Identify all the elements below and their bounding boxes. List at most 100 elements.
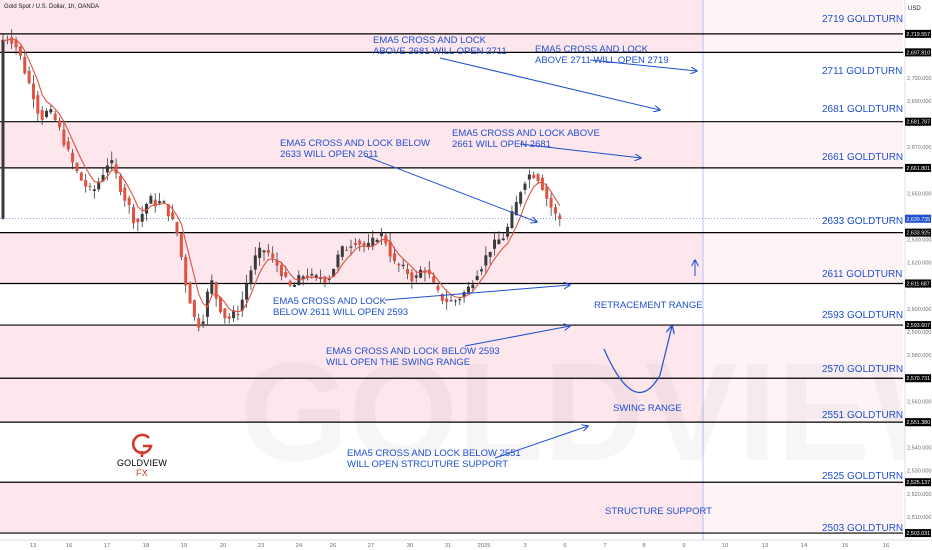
level-label-2661: 2661 GOLDTURN bbox=[822, 152, 904, 163]
candle-body bbox=[171, 212, 175, 220]
candle-body bbox=[458, 299, 462, 301]
annotation-arrow bbox=[464, 326, 570, 347]
candle-body bbox=[79, 172, 83, 181]
annotation-arrow bbox=[384, 285, 570, 301]
annotation-line: ABOVE 2711 WILL OPEN 2719 bbox=[535, 55, 669, 66]
candle-body bbox=[184, 256, 188, 286]
candle-body bbox=[279, 264, 283, 277]
candle-body bbox=[523, 183, 527, 190]
candle-body bbox=[288, 281, 292, 286]
candle-body bbox=[40, 110, 44, 120]
candle-body bbox=[214, 282, 218, 299]
annotation-line: 2661 WILL OPEN 2681 bbox=[452, 139, 551, 150]
level-price-tag-text: 2,661.801 bbox=[907, 166, 931, 172]
candle-body bbox=[192, 300, 196, 317]
candle-body bbox=[314, 275, 318, 278]
candle-body bbox=[75, 163, 79, 172]
level-price-tag-text: 2,503.031 bbox=[907, 531, 931, 537]
candle-body bbox=[545, 186, 549, 199]
ema-line bbox=[2, 38, 561, 313]
time-tick-label: 13 bbox=[762, 543, 768, 549]
candle-body bbox=[92, 189, 96, 192]
candle-body bbox=[423, 270, 427, 273]
time-tick-label: 23 bbox=[258, 543, 264, 549]
level-price-tag bbox=[905, 478, 931, 487]
candle-body bbox=[371, 237, 375, 247]
candle-body bbox=[88, 185, 92, 187]
candle-body bbox=[45, 110, 48, 118]
candle-body bbox=[353, 243, 357, 246]
current-price-tag bbox=[905, 214, 931, 223]
price-tick-label: 2,650.000 bbox=[907, 191, 931, 197]
time-tick-label: 15 bbox=[842, 543, 848, 549]
candle-body bbox=[536, 174, 540, 182]
candle-body bbox=[97, 181, 101, 190]
price-tick-label: 2,580.000 bbox=[907, 353, 931, 359]
candle-body bbox=[266, 249, 270, 253]
candle-body bbox=[123, 187, 127, 201]
candle-body bbox=[332, 268, 336, 277]
candle-body bbox=[549, 197, 553, 208]
candle-body bbox=[258, 247, 262, 259]
level-price-tag bbox=[905, 163, 931, 172]
symbol-header: Gold Spot / U.S. Dollar, 1h, OANDA bbox=[4, 4, 100, 10]
annotation-ema5-below-2633: EMA5 CROSS AND LOCK BELOW 2633 WILL OPEN … bbox=[280, 138, 430, 160]
annotation-arrow bbox=[364, 155, 537, 222]
candle-body bbox=[393, 253, 396, 262]
candle-body bbox=[84, 180, 88, 187]
candle-body bbox=[114, 164, 118, 174]
time-tick-label: 20 bbox=[220, 543, 226, 549]
candle-body bbox=[201, 321, 205, 324]
annotation-ema5-below-2551: EMA5 CROSS AND LOCK BELOW 2551 WILL OPEN … bbox=[347, 448, 521, 470]
time-tick-label: 7 bbox=[603, 543, 606, 549]
time-tick-label: 24 bbox=[296, 543, 303, 549]
candle-body bbox=[345, 249, 349, 251]
level-label-2570: 2570 GOLDTURN bbox=[822, 364, 904, 375]
candle-body bbox=[31, 83, 35, 100]
candle-body bbox=[205, 291, 209, 317]
candle-body bbox=[462, 292, 466, 298]
candle-body bbox=[419, 269, 423, 278]
candle-body bbox=[132, 207, 135, 224]
annotation-retracement-range: RETRACEMENT RANGE bbox=[594, 300, 703, 311]
price-tick-label: 2,540.000 bbox=[907, 446, 931, 452]
time-tick-label: 17 bbox=[104, 543, 110, 549]
time-tick-label: 13 bbox=[30, 543, 36, 549]
candle-body bbox=[18, 46, 22, 56]
logo-brand: GOLDVIEW bbox=[116, 458, 168, 468]
level-price-tag-text: 2,681.787 bbox=[907, 120, 931, 126]
candle-body bbox=[166, 204, 170, 217]
candle-body bbox=[149, 196, 153, 204]
candle-body bbox=[223, 308, 227, 319]
level-label-2525: 2525 GOLDTURN bbox=[822, 471, 904, 482]
logo-text: GOLDVIEW FX bbox=[110, 458, 174, 478]
candle-body bbox=[558, 215, 562, 220]
candle-body bbox=[210, 280, 214, 294]
annotation-line: WILL OPEN STRCUTURE SUPPORT bbox=[347, 459, 508, 470]
candle-body bbox=[440, 293, 444, 301]
candle-body bbox=[540, 177, 544, 190]
candle-body bbox=[319, 277, 323, 279]
candle-body bbox=[10, 37, 14, 44]
candle-body bbox=[227, 316, 231, 319]
level-price-tag-text: 2,593.607 bbox=[907, 323, 931, 329]
candle-body bbox=[514, 202, 518, 216]
time-tick-label: 3 bbox=[523, 543, 526, 549]
candle-body bbox=[145, 204, 149, 214]
annotation-ema5-above-2711: EMA5 CROSS AND LOCK ABOVE 2711 WILL OPEN … bbox=[535, 44, 669, 66]
brand-logo: GOLDVIEW FX bbox=[110, 432, 174, 478]
price-tick-label: 2,700.000 bbox=[907, 76, 931, 82]
candle-body bbox=[466, 286, 470, 293]
candle-body bbox=[71, 152, 75, 163]
time-tick-label: 19 bbox=[181, 543, 187, 549]
currency-label: USD bbox=[908, 6, 921, 12]
candle-body bbox=[153, 199, 157, 207]
annotation-structure-support: STRUCTURE SUPPORT bbox=[605, 506, 712, 517]
annotation-line: RETRACEMENT RANGE bbox=[594, 300, 703, 311]
time-tick-label: 8 bbox=[642, 543, 645, 549]
candle-body bbox=[284, 271, 288, 277]
candle-body bbox=[58, 120, 62, 128]
level-label-2611: 2611 GOLDTURN bbox=[822, 269, 903, 280]
level-zone bbox=[0, 33, 903, 53]
